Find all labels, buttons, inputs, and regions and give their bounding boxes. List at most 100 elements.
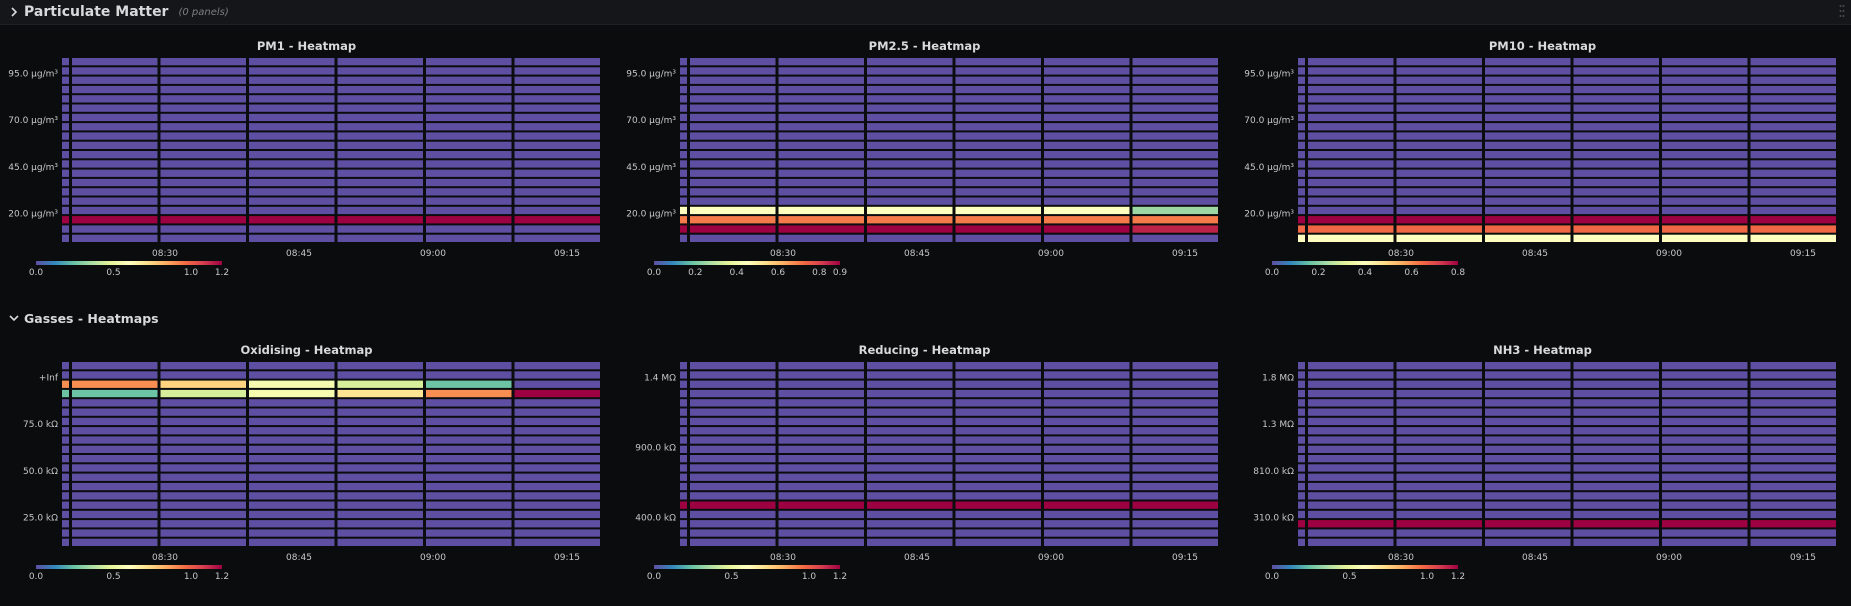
heatmap-cell[interactable] (160, 529, 247, 537)
heatmap-cell[interactable] (426, 113, 512, 122)
heatmap-cell[interactable] (1132, 113, 1219, 122)
heatmap-cell[interactable] (1132, 473, 1219, 481)
heatmap-cell[interactable] (426, 399, 512, 407)
heatmap-cell[interactable] (955, 67, 1042, 75)
heatmap-cell[interactable] (62, 113, 69, 122)
heatmap-cell[interactable] (778, 436, 865, 444)
heatmap-cell[interactable] (690, 389, 776, 398)
heatmap-cell[interactable] (1132, 464, 1219, 472)
heatmap-cell[interactable] (160, 417, 247, 426)
heatmap-cell[interactable] (955, 399, 1042, 407)
heatmap-cell[interactable] (1485, 399, 1571, 407)
heatmap-cell[interactable] (1485, 371, 1571, 379)
heatmap-cell[interactable] (1298, 151, 1305, 159)
heatmap-cell[interactable] (680, 67, 687, 75)
heatmap-cell[interactable] (1132, 216, 1219, 224)
heatmap-cell[interactable] (690, 225, 776, 233)
heatmap-cell[interactable] (1662, 225, 1748, 233)
heatmap-cell[interactable] (1662, 436, 1748, 444)
heatmap-cell[interactable] (337, 225, 424, 233)
heatmap-cell[interactable] (867, 436, 953, 444)
heatmap-cell[interactable] (1044, 482, 1130, 491)
heatmap-cell[interactable] (514, 206, 601, 215)
heatmap-cell[interactable] (514, 492, 601, 500)
heatmap-cell[interactable] (426, 225, 512, 233)
heatmap-cell[interactable] (72, 408, 158, 416)
heatmap-cell[interactable] (1573, 436, 1660, 444)
heatmap-cell[interactable] (514, 520, 601, 528)
heatmap-cell[interactable] (1396, 455, 1483, 463)
heatmap-cell[interactable] (1396, 160, 1483, 168)
heatmap-cell[interactable] (160, 169, 247, 177)
heatmap-cell[interactable] (1132, 58, 1219, 66)
heatmap-cell[interactable] (160, 67, 247, 75)
heatmap-cell[interactable] (690, 538, 776, 546)
heatmap-cell[interactable] (1396, 141, 1483, 149)
heatmap-cell[interactable] (1662, 473, 1748, 481)
heatmap-cell[interactable] (1298, 473, 1305, 481)
heatmap-cell[interactable] (1485, 76, 1571, 84)
heatmap-cell[interactable] (249, 473, 335, 481)
heatmap-cell[interactable] (72, 197, 158, 205)
heatmap-cell[interactable] (62, 399, 69, 407)
heatmap-cell[interactable] (1573, 529, 1660, 537)
heatmap-cell[interactable] (62, 417, 69, 426)
heatmap-cell[interactable] (1750, 85, 1837, 94)
heatmap-cell[interactable] (955, 169, 1042, 177)
heatmap-cell[interactable] (955, 216, 1042, 224)
heatmap-cell[interactable] (249, 464, 335, 472)
heatmap-cell[interactable] (1662, 197, 1748, 205)
heatmap-cell[interactable] (1396, 399, 1483, 407)
heatmap-cell[interactable] (680, 85, 687, 94)
heatmap-cell[interactable] (1750, 529, 1837, 537)
heatmap-cell[interactable] (680, 389, 687, 398)
heatmap-cell[interactable] (160, 371, 247, 379)
heatmap-cell[interactable] (1662, 234, 1748, 242)
heatmap-cell[interactable] (690, 58, 776, 66)
heatmap-cell[interactable] (1662, 123, 1748, 131)
heatmap-cell[interactable] (955, 482, 1042, 491)
heatmap-cell[interactable] (1750, 178, 1837, 187)
heatmap-cell[interactable] (778, 455, 865, 463)
heatmap-cell[interactable] (1308, 169, 1394, 177)
heatmap-cell[interactable] (1308, 380, 1394, 388)
heatmap-cell[interactable] (1132, 427, 1219, 435)
heatmap-cell[interactable] (778, 58, 865, 66)
heatmap-cell[interactable] (72, 160, 158, 168)
heatmap-cell[interactable] (160, 123, 247, 131)
heatmap-cell[interactable] (680, 538, 687, 546)
heatmap-cell[interactable] (1396, 188, 1483, 196)
heatmap-cell[interactable] (778, 492, 865, 500)
heatmap-cell[interactable] (1298, 445, 1305, 453)
heatmap-cell[interactable] (1044, 389, 1130, 398)
heatmap-cell[interactable] (1044, 169, 1130, 177)
heatmap-cell[interactable] (955, 362, 1042, 370)
heatmap-cell[interactable] (1132, 76, 1219, 84)
heatmap-cell[interactable] (867, 520, 953, 528)
panel-pm25[interactable]: PM2.5 - Heatmap 95.0 µg/m³ 70.0 µg/m³ 45.0… (622, 30, 1227, 302)
heatmap-cell[interactable] (1662, 520, 1748, 528)
heatmap-cell[interactable] (1662, 510, 1748, 519)
heatmap-cell[interactable] (72, 95, 158, 103)
heatmap-cell[interactable] (72, 85, 158, 94)
heatmap-cell[interactable] (1396, 408, 1483, 416)
heatmap-cell[interactable] (1662, 501, 1748, 509)
heatmap-cell[interactable] (690, 362, 776, 370)
heatmap-cell[interactable] (1662, 58, 1748, 66)
heatmap-cell[interactable] (1396, 538, 1483, 546)
heatmap-cell[interactable] (867, 389, 953, 398)
heatmap-cell[interactable] (1396, 520, 1483, 528)
heatmap-cell[interactable] (1298, 529, 1305, 537)
heatmap-cell[interactable] (680, 160, 687, 168)
heatmap-cell[interactable] (1750, 206, 1837, 215)
heatmap-cell[interactable] (426, 529, 512, 537)
heatmap-cell[interactable] (514, 113, 601, 122)
heatmap-cell[interactable] (1396, 371, 1483, 379)
heatmap-cell[interactable] (72, 216, 158, 224)
heatmap-cell[interactable] (160, 408, 247, 416)
heatmap-cell[interactable] (72, 455, 158, 463)
heatmap-cell[interactable] (778, 520, 865, 528)
heatmap-cell[interactable] (1308, 197, 1394, 205)
heatmap-cell[interactable] (1044, 104, 1130, 112)
heatmap-cell[interactable] (426, 501, 512, 509)
